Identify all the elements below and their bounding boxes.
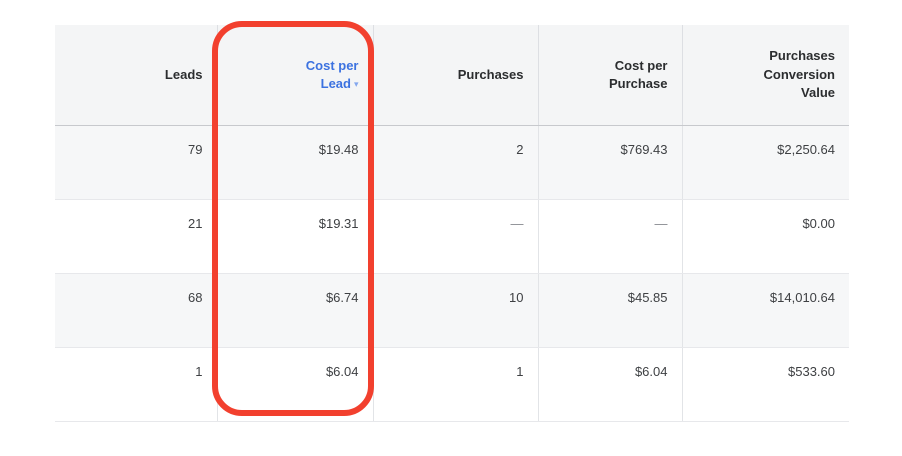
- cell-purchases-conversion-value: $14,010.64: [682, 273, 849, 348]
- column-header-label: Cost per Purchase: [608, 57, 668, 91]
- cell-purchases-conversion-value: $0.00: [682, 199, 849, 274]
- cell-leads: 68: [55, 273, 218, 348]
- column-header-label: Purchases Conversion Value: [763, 48, 835, 100]
- table-row: 68 $6.74 10 $45.85 $14,010.64: [55, 273, 849, 348]
- table-row: 79 $19.48 2 $769.43 $2,250.64: [55, 125, 849, 200]
- cell-cost-per-lead: $19.31: [217, 199, 374, 274]
- column-header-purchases-conversion-value[interactable]: Purchases Conversion Value: [682, 25, 849, 126]
- cell-purchases-conversion-value: $2,250.64: [682, 125, 849, 200]
- column-header-leads[interactable]: Leads: [55, 25, 218, 126]
- metrics-table: Leads Cost per Lead ▾ Purchases Cost per Pur…: [55, 25, 849, 422]
- column-header-label: Leads: [164, 66, 203, 82]
- column-header-cost-per-lead[interactable]: Cost per Lead ▾: [217, 25, 374, 126]
- cell-cost-per-purchase: $769.43: [538, 125, 683, 200]
- column-header-label: Purchases: [457, 66, 524, 82]
- cell-cost-per-lead: $6.04: [217, 347, 374, 422]
- sort-descending-icon: ▾: [353, 78, 359, 89]
- cell-purchases: 2: [373, 125, 539, 200]
- column-header-label: Cost per Lead: [305, 57, 359, 91]
- cell-cost-per-purchase: $45.85: [538, 273, 683, 348]
- cell-leads: 1: [55, 347, 218, 422]
- table-body: 79 $19.48 2 $769.43 $2,250.64 21 $19.31— — $0.00…: [55, 125, 849, 422]
- cell-leads: 21: [55, 199, 218, 274]
- cell-cost-per-lead: $19.48: [217, 125, 374, 200]
- cell-cost-per-purchase: $6.04: [538, 347, 683, 422]
- column-header-purchases[interactable]: Purchases: [373, 25, 539, 126]
- cell-purchases-conversion-value: $533.60: [682, 347, 849, 422]
- cell-purchases: —: [373, 199, 539, 274]
- column-header-cost-per-purchase[interactable]: Cost per Purchase: [538, 25, 683, 126]
- table-row: 1 $6.04 1 $6.04 $533.60: [55, 347, 849, 422]
- cell-cost-per-lead: $6.74: [217, 273, 374, 348]
- cell-cost-per-purchase: —: [538, 199, 683, 274]
- cell-purchases: 10: [373, 273, 539, 348]
- header-row: Leads Cost per Lead ▾ Purchases Cost per Pur…: [55, 25, 849, 126]
- table-row: 21 $19.31— — $0.00: [55, 199, 849, 274]
- cell-purchases: 1: [373, 347, 539, 422]
- cell-leads: 79: [55, 125, 218, 200]
